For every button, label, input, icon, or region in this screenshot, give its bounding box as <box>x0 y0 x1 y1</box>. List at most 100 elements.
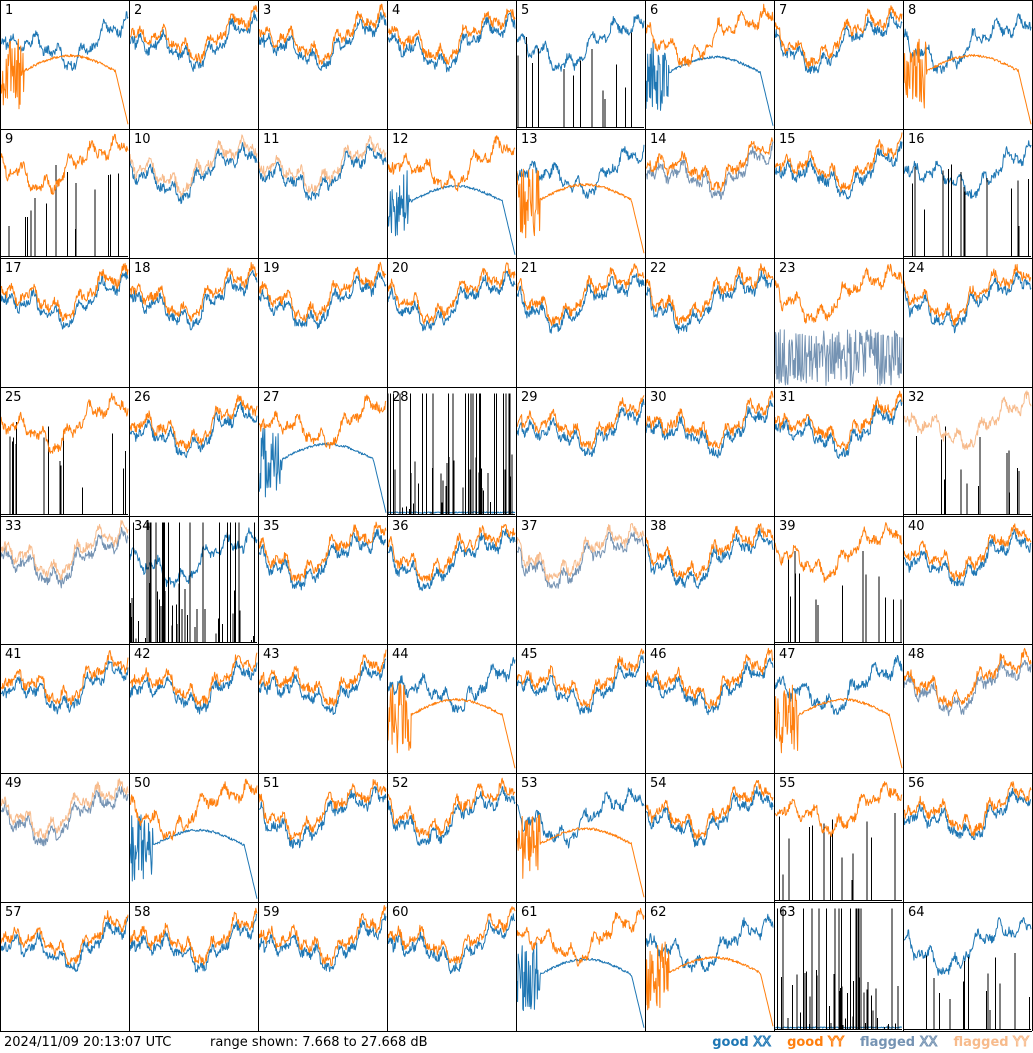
yy-trace <box>774 684 903 769</box>
antenna-panel: 39 <box>774 519 903 643</box>
antenna-panel: 4 <box>387 3 516 73</box>
antenna-panel: 44 <box>387 647 516 769</box>
yy-trace <box>0 38 129 125</box>
antenna-number: 12 <box>392 132 409 147</box>
yy-trace <box>258 521 387 582</box>
antenna-panel: 50 <box>129 776 258 899</box>
xx-trace <box>129 142 258 205</box>
legend-item-label: flagged <box>859 1035 920 1050</box>
antenna-number: 57 <box>5 905 22 920</box>
antenna-number: 33 <box>5 519 22 534</box>
yy-trace <box>0 910 129 966</box>
yy-trace <box>774 132 903 193</box>
antenna-panel: 16 <box>903 132 1032 257</box>
antenna-panel: 62 <box>645 905 774 1027</box>
antenna-number: 46 <box>650 647 667 662</box>
yy-trace <box>516 523 645 583</box>
antenna-number: 27 <box>263 390 280 405</box>
antenna-number: 14 <box>650 132 667 147</box>
yy-trace <box>645 523 774 581</box>
legend-item-label: good <box>712 1035 754 1050</box>
antenna-panel: 10 <box>129 132 258 205</box>
xx-trace <box>387 786 516 846</box>
footer-bar: 2024/11/09 20:13:07 UTC range shown: 7.6… <box>0 1032 1033 1053</box>
legend-item: flagged YY <box>953 1035 1029 1051</box>
antenna-number: 54 <box>650 776 667 791</box>
xx-trace <box>129 401 258 459</box>
antenna-number: 16 <box>908 132 925 147</box>
xx-trace <box>387 511 516 514</box>
antenna-number: 6 <box>650 3 658 18</box>
yy-trace <box>258 394 387 449</box>
yy-trace <box>387 135 516 192</box>
antenna-number: 3 <box>263 3 271 18</box>
xx-trace <box>774 654 903 716</box>
antenna-panel: 40 <box>903 519 1032 587</box>
antenna-panel: 43 <box>258 647 387 715</box>
antenna-number: 40 <box>908 519 925 534</box>
antenna-number: 5 <box>521 3 529 18</box>
xx-trace <box>258 786 387 849</box>
antenna-panel: 31 <box>774 390 903 459</box>
antenna-number: 61 <box>521 905 538 920</box>
antenna-number: 55 <box>779 776 796 791</box>
xx-trace <box>387 528 516 592</box>
yy-trace <box>258 649 387 707</box>
antenna-number: 7 <box>779 3 787 18</box>
yy-trace <box>903 38 1032 125</box>
xx-trace <box>903 13 1032 74</box>
antenna-panel: 20 <box>387 261 516 332</box>
xx-trace <box>0 660 129 715</box>
xx-trace <box>387 657 516 713</box>
yy-trace <box>903 390 1032 450</box>
yy-trace <box>645 263 774 326</box>
yy-trace <box>258 261 387 323</box>
antenna-number: 52 <box>392 776 409 791</box>
antenna-number: 32 <box>908 390 925 405</box>
xx-trace <box>129 913 258 973</box>
antenna-panel: 11 <box>258 132 387 201</box>
xx-trace <box>0 915 129 972</box>
antenna-panel: 45 <box>516 647 645 715</box>
antenna-panel: 5 <box>516 3 645 128</box>
antenna-panel: 29 <box>516 390 645 457</box>
xx-trace <box>258 271 387 330</box>
yy-trace <box>129 652 258 707</box>
antenna-number: 22 <box>650 261 667 276</box>
antenna-panel: 58 <box>129 905 258 973</box>
antenna-number: 17 <box>5 261 22 276</box>
yy-trace <box>645 941 774 1027</box>
yy-trace <box>645 647 774 709</box>
yy-trace <box>903 523 1032 581</box>
antenna-panel: 32 <box>903 390 1032 515</box>
antenna-panel: 27 <box>258 390 387 513</box>
xx-trace <box>387 913 516 975</box>
yy-trace <box>387 524 516 582</box>
antenna-number: 45 <box>521 647 538 662</box>
xx-trace <box>258 143 387 201</box>
antenna-panel: 38 <box>645 519 774 590</box>
antenna-panel: 30 <box>645 390 774 459</box>
yy-trace <box>258 905 387 967</box>
antenna-panel: 8 <box>903 3 1032 125</box>
xx-trace <box>516 531 645 589</box>
antenna-number: 50 <box>134 776 151 791</box>
yy-trace <box>387 777 516 839</box>
antenna-panel: 41 <box>0 647 129 715</box>
yy-trace <box>903 263 1032 326</box>
antenna-panel: 37 <box>516 519 645 589</box>
yy-trace <box>258 779 387 841</box>
yy-trace <box>387 906 516 964</box>
xx-trace <box>645 269 774 334</box>
yy-trace <box>129 778 258 841</box>
antenna-panel: 36 <box>387 519 516 592</box>
antenna-number: 64 <box>908 905 925 920</box>
antenna-number: 41 <box>5 647 22 662</box>
xx-trace <box>516 273 645 334</box>
antenna-panel: 21 <box>516 261 645 334</box>
antenna-number: 47 <box>779 647 796 662</box>
antenna-number: 21 <box>521 261 538 276</box>
legend-item-pol: XX <box>919 1035 938 1051</box>
antenna-panel: 12 <box>387 132 516 255</box>
antenna-panel: 18 <box>129 261 258 331</box>
